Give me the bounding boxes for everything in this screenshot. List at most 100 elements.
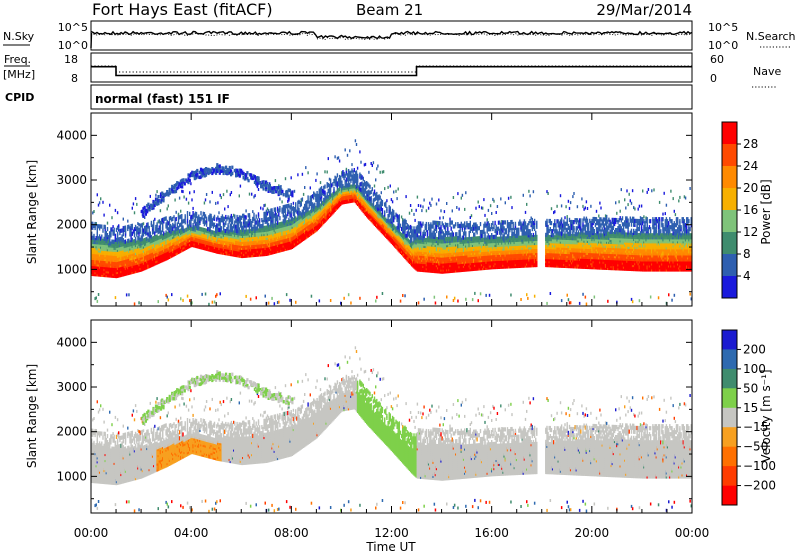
power-cell bbox=[353, 184, 355, 189]
power-near bbox=[381, 292, 384, 295]
power-cell bbox=[362, 182, 364, 187]
power-cell bbox=[260, 224, 262, 229]
power-scatter bbox=[209, 200, 211, 204]
power-cell bbox=[420, 231, 422, 236]
power-cell bbox=[398, 214, 400, 219]
power-cell bbox=[327, 195, 329, 200]
power-cell bbox=[149, 237, 151, 242]
power-cell bbox=[360, 188, 362, 193]
power-cell bbox=[420, 235, 422, 240]
power-cell bbox=[145, 225, 147, 230]
power-cell bbox=[153, 229, 155, 235]
power-cell bbox=[275, 217, 278, 222]
power-cell bbox=[227, 247, 229, 252]
power-cell bbox=[344, 173, 346, 178]
power-cell bbox=[341, 190, 343, 195]
power-cell bbox=[204, 228, 207, 233]
power-cell bbox=[133, 239, 136, 244]
power-scatter bbox=[290, 176, 292, 180]
power-near bbox=[191, 301, 193, 305]
power-cell bbox=[269, 245, 271, 250]
power-cell bbox=[310, 207, 313, 212]
power-scatter bbox=[144, 216, 146, 219]
power-cell bbox=[278, 222, 280, 227]
power-cell bbox=[262, 228, 264, 233]
power-near bbox=[182, 298, 184, 302]
power-cell bbox=[186, 231, 189, 236]
power-cell bbox=[288, 217, 290, 222]
power-cell bbox=[379, 207, 381, 212]
power-cell bbox=[373, 205, 376, 210]
power-cell bbox=[94, 240, 96, 245]
power-near bbox=[133, 302, 136, 306]
power-scatter bbox=[102, 200, 104, 204]
power-cell bbox=[354, 170, 357, 176]
power-scatter bbox=[397, 187, 399, 191]
power-scatter bbox=[226, 189, 228, 193]
power-cell bbox=[186, 215, 189, 220]
power-cell bbox=[221, 230, 224, 235]
power-scatter bbox=[338, 159, 341, 163]
power-cell bbox=[169, 230, 172, 235]
power-cell bbox=[192, 211, 194, 216]
power-cell bbox=[280, 246, 282, 251]
power-cell bbox=[205, 228, 208, 233]
power-cell bbox=[349, 195, 351, 200]
power-cell bbox=[320, 186, 323, 191]
power-scatter bbox=[390, 198, 393, 202]
power-cell bbox=[139, 227, 141, 232]
power-scatter bbox=[218, 211, 220, 215]
power-cell bbox=[229, 223, 231, 228]
power-cell bbox=[115, 237, 118, 242]
power-cell bbox=[372, 198, 375, 203]
power-scatter bbox=[149, 194, 151, 198]
power-cell bbox=[236, 214, 238, 220]
power-scatter bbox=[400, 215, 403, 219]
power-cell bbox=[128, 224, 130, 229]
power-cell bbox=[246, 247, 248, 252]
power-cell bbox=[403, 219, 405, 224]
power-cell bbox=[340, 183, 342, 188]
power-cell bbox=[130, 230, 132, 235]
power-cell bbox=[237, 229, 239, 234]
power-cell bbox=[313, 207, 315, 212]
power-scatter bbox=[103, 213, 105, 217]
power-cell bbox=[322, 201, 324, 206]
power-cell bbox=[314, 202, 316, 207]
power-scatter bbox=[155, 193, 157, 197]
power-cell bbox=[307, 211, 309, 216]
power-cell bbox=[176, 250, 178, 255]
power-cell bbox=[185, 227, 188, 232]
power-cell bbox=[345, 183, 348, 188]
power-cell bbox=[263, 225, 265, 230]
power-cell bbox=[128, 238, 130, 243]
power-cell bbox=[324, 184, 326, 189]
power-cell bbox=[210, 229, 212, 234]
power-cell bbox=[237, 217, 239, 222]
power-cell bbox=[184, 228, 186, 233]
power-scatter bbox=[254, 194, 256, 198]
power-near bbox=[350, 301, 352, 305]
power-cell bbox=[270, 208, 272, 213]
power-cell bbox=[418, 235, 421, 240]
power-cell bbox=[249, 229, 252, 234]
power-cell bbox=[226, 217, 228, 222]
power-cell bbox=[329, 182, 332, 187]
power-cell bbox=[328, 195, 331, 200]
power-cell bbox=[362, 176, 364, 181]
power-cell bbox=[186, 227, 189, 232]
power-scatter bbox=[421, 209, 423, 213]
power-cell bbox=[151, 244, 154, 249]
power-cell bbox=[363, 188, 366, 193]
power-near bbox=[211, 300, 214, 304]
power-scatter bbox=[377, 164, 379, 168]
power-cell bbox=[189, 219, 191, 224]
power-cell bbox=[394, 215, 396, 220]
nave-label: Nave bbox=[753, 65, 781, 78]
power-cell bbox=[222, 224, 225, 229]
power-cell bbox=[415, 226, 417, 231]
power-cell bbox=[396, 217, 398, 222]
power-near bbox=[278, 300, 280, 304]
power-cell bbox=[98, 234, 101, 239]
